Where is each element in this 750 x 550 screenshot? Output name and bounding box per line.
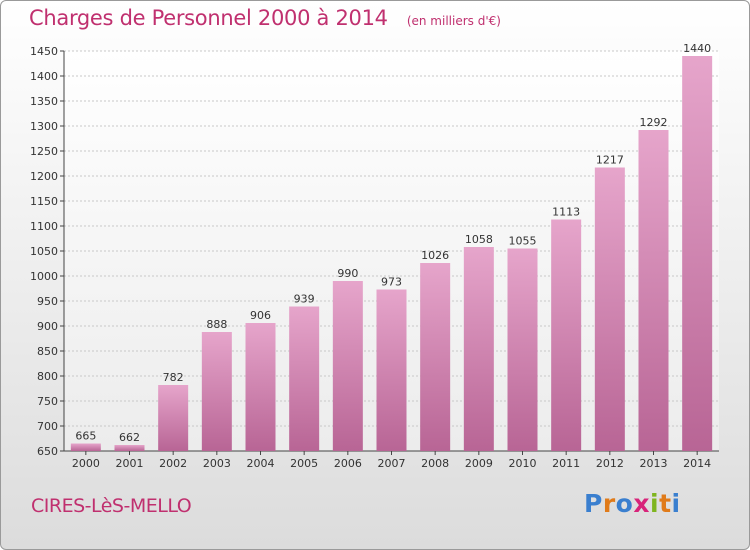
x-tick-label: 2000: [72, 457, 100, 470]
commune-name: CIRES-LèS-MELLO: [31, 495, 192, 517]
y-tick-label: 1150: [30, 195, 58, 208]
logo-letter: t: [659, 489, 672, 518]
y-tick-label: 700: [37, 420, 58, 433]
bar: [70, 443, 101, 451]
x-tick-label: 2004: [247, 457, 275, 470]
x-tick-label: 2013: [640, 457, 668, 470]
bar: [463, 247, 494, 451]
value-label: 888: [206, 318, 227, 331]
bar: [420, 263, 451, 451]
y-tick-label: 1050: [30, 245, 58, 258]
value-label: 1055: [509, 235, 537, 248]
unit-note: (en milliers d'€): [406, 14, 501, 28]
y-tick-label: 1250: [30, 145, 58, 158]
bar: [114, 445, 145, 451]
y-tick-label: 1200: [30, 170, 58, 183]
value-label: 939: [294, 293, 315, 306]
value-label: 1026: [421, 249, 449, 262]
y-tick-label: 1450: [30, 45, 58, 58]
x-tick-label: 2001: [116, 457, 144, 470]
value-label: 665: [75, 430, 96, 443]
bar: [245, 323, 276, 451]
value-label: 1292: [640, 116, 668, 129]
y-tick-label: 800: [37, 370, 58, 383]
logo-letter: o: [615, 489, 634, 518]
value-label: 782: [163, 371, 184, 384]
x-tick-label: 2003: [203, 457, 231, 470]
bar: [551, 219, 582, 451]
value-label: 906: [250, 309, 271, 322]
y-tick-label: 950: [37, 295, 58, 308]
y-tick-label: 850: [37, 345, 58, 358]
bar: [376, 289, 407, 451]
x-tick-label: 2014: [683, 457, 711, 470]
y-tick-label: 1100: [30, 220, 58, 233]
value-label: 990: [337, 267, 358, 280]
bar: [594, 167, 625, 451]
bar: [201, 332, 232, 451]
x-tick-label: 2010: [509, 457, 537, 470]
proxiti-logo: Proxiti: [584, 489, 681, 518]
x-tick-label: 2005: [290, 457, 318, 470]
value-label: 1113: [552, 206, 580, 219]
y-tick-label: 1350: [30, 95, 58, 108]
bar: [638, 130, 669, 451]
logo-letter: x: [633, 489, 650, 518]
logo-letter: i: [671, 489, 681, 518]
y-tick-label: 750: [37, 395, 58, 408]
value-label: 662: [119, 431, 140, 444]
value-label: 1058: [465, 233, 493, 246]
x-tick-label: 2008: [421, 457, 449, 470]
y-tick-label: 1300: [30, 120, 58, 133]
x-tick-label: 2012: [596, 457, 624, 470]
logo-letter: i: [650, 489, 660, 518]
x-tick-label: 2009: [465, 457, 493, 470]
bar: [332, 281, 363, 451]
x-tick-label: 2006: [334, 457, 362, 470]
value-label: 973: [381, 276, 402, 289]
bar: [158, 385, 189, 451]
chart-title: Charges de Personnel 2000 à 2014: [29, 6, 388, 30]
y-tick-label: 1400: [30, 70, 58, 83]
value-label: 1440: [683, 42, 711, 55]
logo-letter: r: [602, 489, 616, 518]
y-tick-label: 900: [37, 320, 58, 333]
x-tick-label: 2002: [159, 457, 187, 470]
x-tick-label: 2007: [378, 457, 406, 470]
bar: [507, 248, 538, 451]
y-tick-label: 650: [37, 445, 58, 458]
bar: [289, 306, 320, 451]
bar: [682, 56, 713, 451]
y-tick-label: 1000: [30, 270, 58, 283]
chart-title-block: Charges de Personnel 2000 à 2014 (en mil…: [29, 6, 501, 30]
value-label: 1217: [596, 154, 624, 167]
logo-letter: P: [584, 489, 603, 518]
x-tick-label: 2011: [552, 457, 580, 470]
